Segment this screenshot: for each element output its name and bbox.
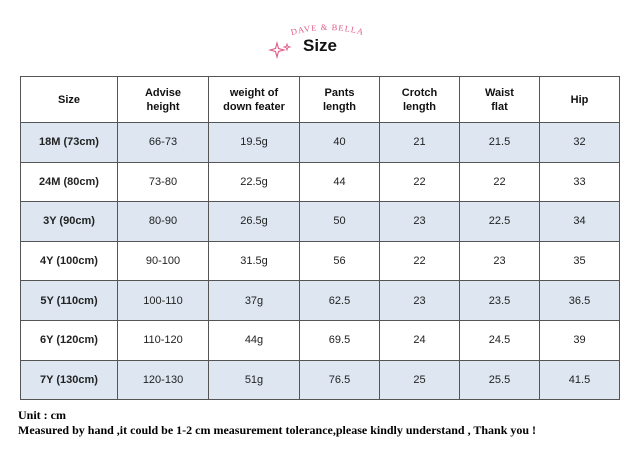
size-cell: 18M (73cm) [20, 122, 118, 163]
column-header-line: Advise [144, 86, 182, 99]
table-cell: 37g [208, 280, 300, 321]
column-header-line: Crotch [401, 86, 438, 99]
table-cell: 33 [539, 161, 620, 203]
table-cell: 22 [379, 161, 460, 203]
column-header-line: Pants [324, 86, 355, 99]
column-header: weight of down feater [208, 76, 300, 123]
column-header-line: length [323, 100, 356, 113]
table-cell: 25.5 [459, 359, 540, 401]
table-cell: 22.5g [208, 161, 300, 203]
table-cell: 44g [208, 319, 300, 361]
table-cell: 44 [299, 161, 380, 203]
table-cell: 36.5 [539, 280, 620, 321]
size-cell: 4Y (100cm) [20, 240, 118, 282]
size-cell: 24M (80cm) [20, 161, 118, 203]
column-header: Waist flat [459, 76, 540, 123]
table-row: 24M (80cm) 73-80 22.5g 44 22 22 33 [20, 161, 620, 203]
table-row: 4Y (100cm) 90-100 31.5g 56 22 23 35 [20, 240, 620, 282]
table-cell: 62.5 [299, 280, 380, 321]
table-cell: 50 [299, 201, 380, 242]
table-cell: 23 [459, 240, 540, 282]
measurement-note: Measured by hand ,it could be 1-2 cm mea… [18, 423, 537, 437]
column-header-line: Hip [570, 93, 589, 106]
table-cell: 100-110 [117, 280, 209, 321]
table-cell: 41.5 [539, 359, 620, 401]
table-row: 18M (73cm) 66-73 19.5g 40 21 21.5 32 [20, 122, 620, 163]
table-cell: 32 [539, 122, 620, 163]
column-header-line: length [403, 100, 436, 113]
table-body: 18M (73cm) 66-73 19.5g 40 21 21.5 32 24M (80cm)… [20, 122, 620, 401]
table-cell: 51g [208, 359, 300, 401]
size-cell: 7Y (130cm) [20, 359, 118, 401]
table-cell: 23.5 [459, 280, 540, 321]
table-cell: 22 [379, 240, 460, 282]
table-cell: 21.5 [459, 122, 540, 163]
table-cell: 22 [459, 161, 540, 203]
column-header: Pants length [299, 76, 380, 123]
column-header-line: weight of [229, 86, 279, 99]
table-cell: 24 [379, 319, 460, 361]
table-cell: 66-73 [117, 122, 209, 163]
column-header-line: down feater [223, 100, 285, 113]
table-cell: 73-80 [117, 161, 209, 203]
table-cell: 90-100 [117, 240, 209, 282]
unit-note: Unit : cm [18, 408, 66, 422]
brand-logo: DAVE & BELLA [0, 12, 640, 52]
column-header-line: flat [491, 100, 508, 113]
table-cell: 21 [379, 122, 460, 163]
sparkle-icon [267, 40, 298, 60]
table-cell: 31.5g [208, 240, 300, 282]
column-header: Crotch length [379, 76, 460, 123]
table-cell: 25 [379, 359, 460, 401]
table-cell: 23 [379, 280, 460, 321]
table-cell: 22.5 [459, 201, 540, 242]
table-row: 5Y (110cm) 100-110 37g 62.5 23 23.5 36.5 [20, 280, 620, 321]
table-cell: 19.5g [208, 122, 300, 163]
table-row: 3Y (90cm) 80-90 26.5g 50 23 22.5 34 [20, 201, 620, 242]
column-header: Hip [539, 76, 620, 123]
table-header-row: Size Advise height weight of down feater Pant… [20, 76, 620, 123]
table-row: 7Y (130cm) 120-130 51g 76.5 25 25.5 41.5 [20, 359, 620, 401]
table-cell: 35 [539, 240, 620, 282]
table-row: 6Y (120cm) 110-120 44g 69.5 24 24.5 39 [20, 319, 620, 361]
size-cell: 5Y (110cm) [20, 280, 118, 321]
column-header: Advise height [117, 76, 209, 123]
column-header-line: Size [57, 93, 80, 106]
table-cell: 39 [539, 319, 620, 361]
table-cell: 80-90 [117, 201, 209, 242]
table-cell: 40 [299, 122, 380, 163]
table-cell: 23 [379, 201, 460, 242]
table-cell: 69.5 [299, 319, 380, 361]
table-cell: 120-130 [117, 359, 209, 401]
table-cell: 76.5 [299, 359, 380, 401]
table-cell: 56 [299, 240, 380, 282]
column-header: Size [20, 76, 118, 123]
size-cell: 3Y (90cm) [20, 201, 118, 242]
table-cell: 34 [539, 201, 620, 242]
size-cell: 6Y (120cm) [20, 319, 118, 361]
table-cell: 24.5 [459, 319, 540, 361]
column-header-line: height [146, 100, 180, 113]
table-cell: 110-120 [117, 319, 209, 361]
page-title: Size [302, 36, 338, 55]
column-header-line: Waist [485, 86, 514, 99]
size-table: Size Advise height weight of down feater Pant… [20, 76, 620, 401]
table-cell: 26.5g [208, 201, 300, 242]
brand-name: DAVE & BELLA [290, 22, 366, 37]
